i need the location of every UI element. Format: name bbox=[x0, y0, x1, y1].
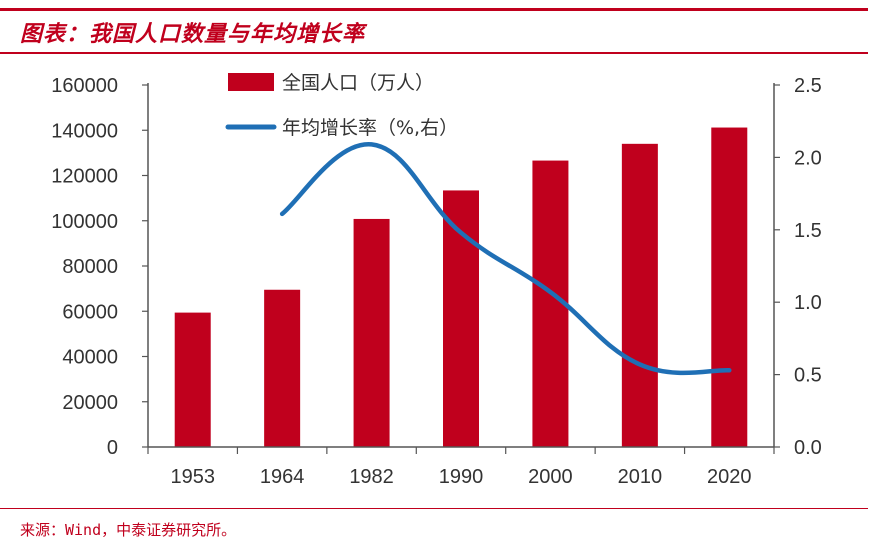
y-left-tick-label: 80000 bbox=[62, 256, 118, 278]
y-right-tick-label: 1.0 bbox=[794, 292, 822, 314]
y-right-tick-label: 0.0 bbox=[794, 437, 822, 459]
source-note: 来源：Wind，中泰证券研究所。 bbox=[20, 521, 237, 539]
axes-layer: 0 20000 40000 60000 80000 100000 120000 140000 1… bbox=[51, 75, 822, 488]
legend-label-bar: 全国人口（万人） bbox=[282, 72, 434, 94]
x-tick-label: 2000 bbox=[528, 466, 573, 488]
line-layer bbox=[279, 142, 732, 376]
y-left-tick-label: 140000 bbox=[51, 120, 118, 142]
x-tick-label: 1990 bbox=[439, 466, 484, 488]
x-tick-label: 2020 bbox=[707, 466, 752, 488]
x-tick-label: 1964 bbox=[260, 466, 305, 488]
growth-rate-line bbox=[279, 142, 732, 376]
y-right-tick-label: 1.5 bbox=[794, 220, 822, 242]
bar-1982 bbox=[353, 218, 390, 447]
y-left-tick-label: 0 bbox=[107, 437, 118, 459]
page-title: 图表：我国人口数量与年均增长率 bbox=[20, 22, 366, 47]
bar-1964 bbox=[264, 289, 301, 447]
footer-rule bbox=[0, 508, 868, 509]
y-right-tick-label: 2.0 bbox=[794, 147, 822, 169]
y-left-tick-label: 120000 bbox=[51, 166, 118, 188]
header-rule bbox=[0, 52, 868, 54]
legend-label-line: 年均增长率（%,右） bbox=[282, 117, 458, 139]
top-rule bbox=[0, 8, 868, 11]
x-tick-label: 1953 bbox=[170, 466, 215, 488]
bar-2020 bbox=[711, 127, 748, 447]
y-left-tick-label: 20000 bbox=[62, 392, 118, 414]
bar-1990 bbox=[443, 190, 479, 447]
bar-2010 bbox=[621, 143, 658, 447]
y-right-tick-label: 0.5 bbox=[794, 365, 822, 387]
y-left-tick-label: 60000 bbox=[62, 301, 118, 323]
y-right-tick-label: 2.5 bbox=[794, 75, 822, 97]
bar-1953 bbox=[174, 312, 211, 447]
legend: 全国人口（万人） 年均增长率（%,右） bbox=[225, 72, 458, 139]
x-tick-label: 2010 bbox=[618, 466, 663, 488]
bars-layer bbox=[174, 127, 748, 447]
y-left-tick-label: 100000 bbox=[51, 211, 118, 233]
y-left-tick-label: 160000 bbox=[51, 75, 118, 97]
x-tick-label: 1982 bbox=[349, 466, 394, 488]
legend-swatch-bar bbox=[228, 73, 274, 91]
y-left-tick-label: 40000 bbox=[62, 347, 118, 369]
